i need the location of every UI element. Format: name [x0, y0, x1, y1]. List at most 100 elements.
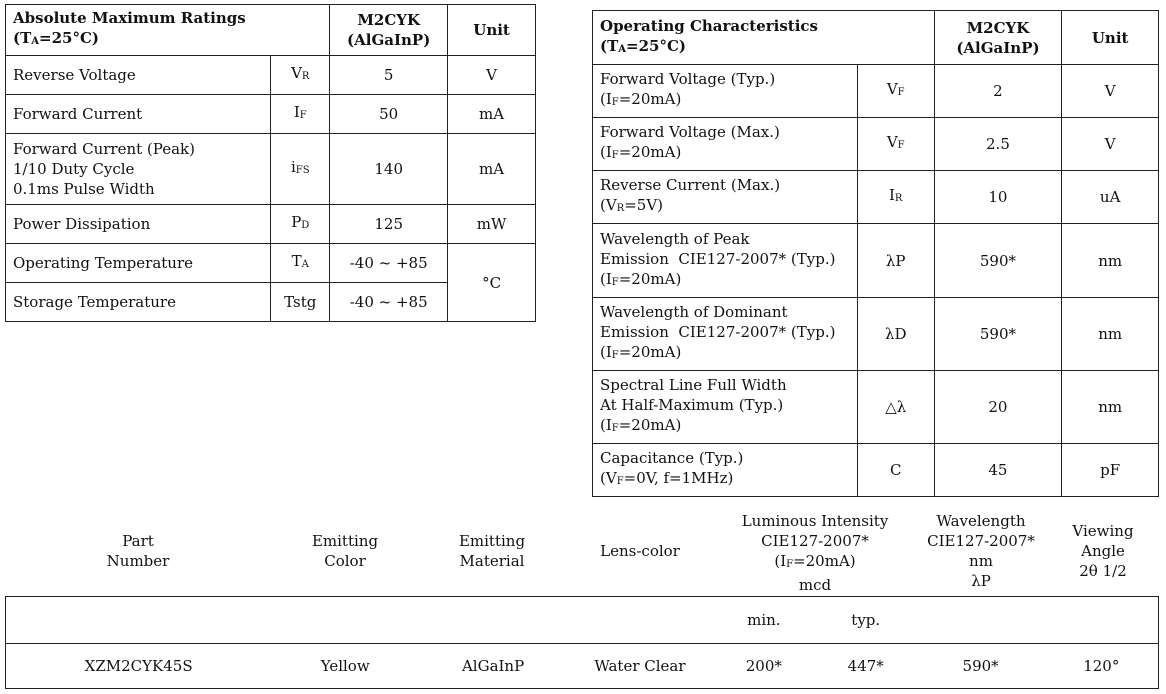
amr-unit: mW: [447, 204, 536, 244]
wavelength-cell: 590*: [916, 643, 1045, 689]
emitting-color-header: Emitting Color: [311, 532, 379, 570]
oc-model-header: M2CYK (AlGaInP): [933, 10, 1063, 65]
amr-value: -40 ~ +85: [329, 282, 449, 322]
amr-value: 50: [329, 94, 449, 134]
oc-row: Forward Voltage (Typ.) (IF=20mA) VF 2 V: [592, 64, 1159, 118]
amr-title-cell: Absolute Maximum Ratings (TA=25°C): [4, 4, 331, 56]
oc-material: (AlGaInP): [956, 38, 1040, 57]
amr-row: Forward Current IF 50 mA: [4, 94, 536, 134]
oc-value: 2: [933, 64, 1063, 118]
oc-param: Forward Voltage (Max.) (IF=20mA): [592, 117, 858, 171]
oc-condition: (TA=25°C): [600, 36, 687, 55]
amr-row: Operating Temperature TA -40 ~ +85 °C: [4, 243, 536, 322]
emitting-material-header: Emitting Material: [458, 532, 526, 570]
luminous-min-cell: 200*: [712, 643, 815, 689]
oc-row: Wavelength of Peak Emission CIE127-2007* …: [592, 223, 1159, 298]
min-subheader: min.: [747, 611, 781, 629]
amr-value: -40 ~ +85: [329, 243, 449, 283]
oc-row: Wavelength of Dominant Emission CIE127-20…: [592, 297, 1159, 371]
luminous-typ-cell: 447*: [814, 643, 917, 689]
oc-value: 20: [933, 370, 1063, 444]
operating-characteristics-table: Operating Characteristics (TA=25°C) M2CY…: [592, 10, 1159, 497]
oc-row: Forward Voltage (Max.) (IF=20mA) VF 2.5 V: [592, 117, 1159, 171]
amr-param: Power Dissipation: [4, 204, 272, 244]
oc-symbol: VF: [856, 64, 935, 118]
amr-param: Operating Temperature: [4, 243, 272, 283]
oc-unit: pF: [1061, 443, 1159, 497]
amr-value: 5: [329, 55, 449, 95]
amr-title: Absolute Maximum Ratings: [13, 9, 246, 27]
selection-guide-table: min. typ. XZM2CYK45S Yellow AlGaInP Wate…: [5, 596, 1159, 689]
oc-value: 590*: [933, 223, 1063, 298]
oc-param: Forward Voltage (Typ.) (IF=20mA): [592, 64, 858, 118]
oc-model: M2CYK: [966, 18, 1030, 37]
amr-row: Storage Temperature Tstg -40 ~ +85: [4, 282, 536, 322]
oc-symbol: IR: [856, 170, 935, 224]
oc-row: Capacitance (Typ.) (VF=0V, f=1MHz) C 45 p…: [592, 443, 1159, 497]
amr-symbol: iFS: [270, 133, 331, 205]
selection-row: XZM2CYK45S Yellow AlGaInP Water Clear 20…: [5, 643, 1159, 689]
amr-unit: V: [447, 55, 536, 95]
oc-row: Reverse Current (Max.) (VR=5V) IR 10 uA: [592, 170, 1159, 224]
amr-symbol: PD: [270, 204, 331, 244]
amr-header-row: Absolute Maximum Ratings (TA=25°C) M2CYK…: [4, 4, 536, 56]
oc-unit: nm: [1061, 223, 1159, 298]
lens-color-cell: Water Clear: [567, 643, 713, 689]
oc-header-row: Operating Characteristics (TA=25°C) M2CY…: [592, 10, 1159, 65]
amr-symbol: VR: [270, 55, 331, 95]
amr-unit: °C: [447, 243, 536, 322]
amr-symbol: IF: [270, 94, 331, 134]
absolute-maximum-ratings-table: Absolute Maximum Ratings (TA=25°C) M2CYK…: [4, 4, 536, 322]
amr-row: Forward Current (Peak) 1/10 Duty Cycle 0…: [4, 133, 536, 205]
oc-unit-header: Unit: [1061, 10, 1159, 65]
wavelength-header: Wavelength CIE127-2007* nm λP: [927, 512, 1035, 590]
viewing-angle-header: Viewing Angle 2θ 1/2: [1072, 522, 1134, 580]
emitting-color-cell: Yellow: [271, 643, 420, 689]
part-number-header: Part Number: [106, 532, 170, 570]
oc-value: 10: [933, 170, 1063, 224]
amr-param: Forward Current (Peak) 1/10 Duty Cycle 0…: [4, 133, 272, 205]
amr-param: Reverse Voltage: [4, 55, 272, 95]
amr-row: Reverse Voltage VR 5 V: [4, 55, 536, 95]
luminous-intensity-header: Luminous Intensity CIE127-2007* (IF=20mA…: [741, 512, 889, 594]
oc-unit: nm: [1061, 370, 1159, 444]
oc-symbol: △λ: [856, 370, 935, 444]
oc-param: Wavelength of Dominant Emission CIE127-20…: [592, 297, 858, 371]
oc-symbol: λD: [856, 297, 935, 371]
oc-param: Spectral Line Full Width At Half-Maximum …: [592, 370, 858, 444]
oc-title-cell: Operating Characteristics (TA=25°C): [592, 10, 935, 65]
amr-unit: mA: [447, 133, 536, 205]
selection-subheader-row: min. typ.: [6, 597, 1159, 644]
oc-value: 45: [933, 443, 1063, 497]
amr-condition: (TA=25°C): [13, 29, 100, 47]
typ-subheader: typ.: [851, 611, 881, 629]
amr-value: 140: [329, 133, 449, 205]
oc-symbol: C: [856, 443, 935, 497]
emitting-material-cell: AlGaInP: [419, 643, 568, 689]
oc-unit: uA: [1061, 170, 1159, 224]
oc-symbol: λP: [856, 223, 935, 298]
oc-value: 2.5: [933, 117, 1063, 171]
amr-symbol: TA: [270, 243, 331, 283]
amr-param: Forward Current: [4, 94, 272, 134]
amr-unit-header: Unit: [447, 4, 536, 56]
amr-row: Power Dissipation PD 125 mW: [4, 204, 536, 244]
selection-guide-header: Part Number Emitting Color Emitting Materia…: [5, 508, 1159, 594]
amr-value: 125: [329, 204, 449, 244]
oc-param: Reverse Current (Max.) (VR=5V): [592, 170, 858, 224]
oc-param: Capacitance (Typ.) (VF=0V, f=1MHz): [592, 443, 858, 497]
amr-symbol: Tstg: [270, 282, 331, 322]
oc-title: Operating Characteristics: [600, 16, 819, 35]
oc-param: Wavelength of Peak Emission CIE127-2007* …: [592, 223, 858, 298]
oc-unit: V: [1061, 64, 1159, 118]
viewing-angle-cell: 120°: [1044, 643, 1159, 689]
lens-color-header: Lens-color: [600, 542, 680, 560]
oc-row: Spectral Line Full Width At Half-Maximum …: [592, 370, 1159, 444]
amr-unit: mA: [447, 94, 536, 134]
amr-model: M2CYK: [357, 11, 421, 29]
part-number-cell: XZM2CYK45S: [5, 643, 272, 689]
amr-param: Storage Temperature: [4, 282, 272, 322]
oc-unit: V: [1061, 117, 1159, 171]
amr-model-header: M2CYK (AlGaInP): [329, 4, 449, 56]
oc-value: 590*: [933, 297, 1063, 371]
